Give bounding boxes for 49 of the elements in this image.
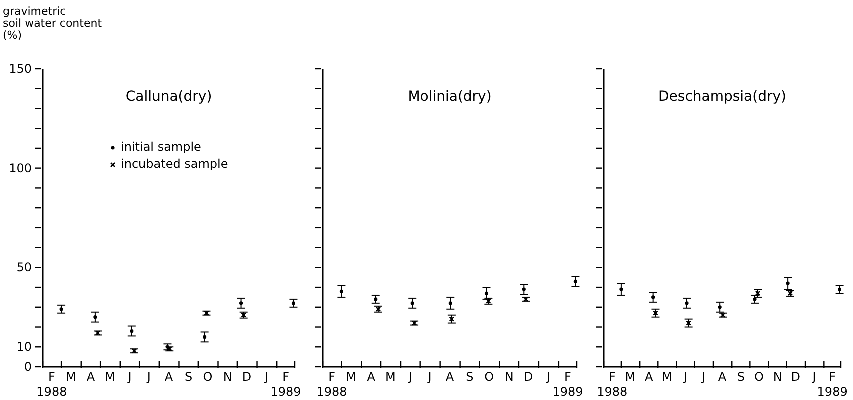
- x-tick-label: J: [146, 370, 151, 384]
- legend-label: initial sample: [121, 139, 202, 156]
- x-tick-label: N: [504, 370, 514, 384]
- x-tick-label: M: [104, 370, 116, 384]
- y-tick-label: 0: [24, 360, 32, 374]
- x-tick-label: M: [346, 370, 357, 384]
- x-tick-label: O: [754, 370, 764, 384]
- y-tick-label: 100: [9, 161, 32, 176]
- y-tick-label: 10: [16, 340, 32, 354]
- x-tick-label: D: [791, 370, 801, 384]
- x-tick-label: D: [242, 370, 252, 384]
- x-tick-label: A: [164, 370, 174, 384]
- x-tick-label: N: [223, 370, 232, 384]
- legend-label: incubated sample: [121, 156, 228, 173]
- x-tick-label: J: [546, 370, 550, 384]
- x-tick-label: O: [484, 370, 494, 384]
- x-tick-label: J: [812, 370, 816, 384]
- x-tick-label: J: [127, 370, 132, 384]
- x-tick-label: J: [701, 370, 706, 384]
- x-tick-label: M: [386, 370, 396, 384]
- x-tick-label: A: [367, 370, 376, 384]
- x-tick-label: F 1988: [597, 370, 628, 399]
- x-tick-label: M: [66, 370, 76, 384]
- x-tick-label: J: [683, 370, 688, 384]
- x-tick-label: S: [737, 370, 745, 384]
- y-tick-label: 50: [16, 260, 32, 275]
- y-axis-title: gravimetric soil water content (%): [3, 5, 102, 42]
- x-tick-label: A: [645, 370, 654, 384]
- x-tick-label: M: [625, 370, 636, 384]
- x-tick-label: O: [203, 370, 213, 384]
- x-tick-label: F 1988: [36, 370, 68, 399]
- text: Deschampsia(dry): [658, 89, 788, 105]
- x-tick-label: M: [662, 370, 672, 384]
- x-tick-label: A: [718, 370, 728, 384]
- x-tick-label: S: [185, 370, 193, 384]
- x-tick-label: D: [524, 370, 534, 384]
- text: Molinia(dry): [407, 89, 493, 105]
- x-tick-label: F 1989: [817, 370, 848, 399]
- x-tick-label: A: [86, 370, 96, 384]
- text: Calluna(dry): [124, 89, 214, 105]
- x-tick-label: N: [773, 370, 782, 384]
- x-tick-label: J: [427, 370, 432, 384]
- x-tick-label: J: [264, 370, 269, 384]
- x-tick-label: F 1989: [552, 370, 584, 399]
- x-tick-label: A: [446, 370, 455, 384]
- y-tick-label: 150: [9, 62, 32, 76]
- x-tick-label: J: [408, 370, 412, 384]
- x-tick-label: S: [466, 370, 474, 384]
- x-tick-label: F 1988: [316, 370, 348, 399]
